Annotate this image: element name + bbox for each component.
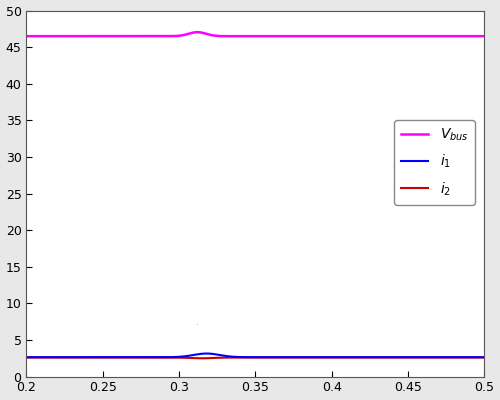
Text: .: . <box>196 317 199 327</box>
Legend: $V_{bus}$, $i_1$, $i_2$: $V_{bus}$, $i_1$, $i_2$ <box>394 120 475 204</box>
